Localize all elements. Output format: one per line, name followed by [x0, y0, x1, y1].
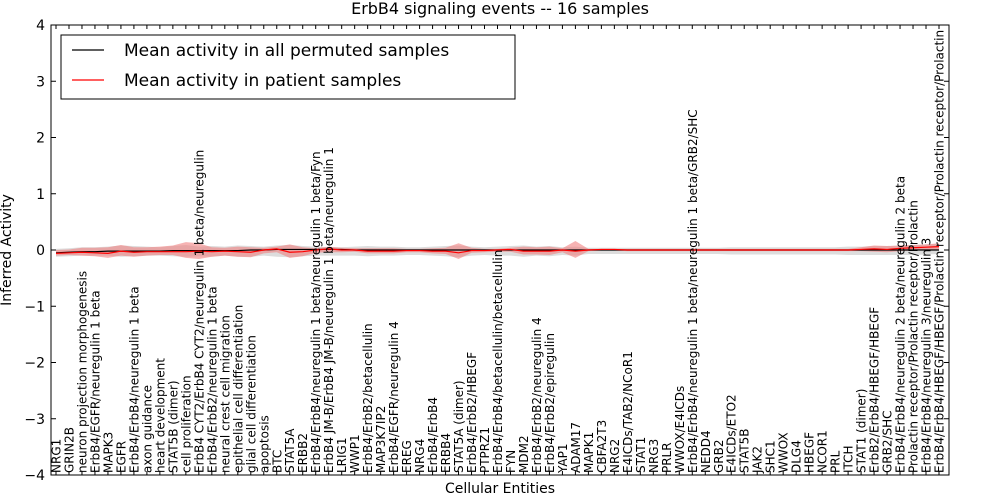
x-tick-label: STAT5A — [283, 428, 297, 473]
x-tick-label: ErbB4/ErbB2/betacellulin — [361, 323, 375, 473]
x-tick-label: ERBB4 — [439, 433, 453, 473]
x-tick-label: ITCH — [842, 445, 856, 473]
x-tick-label: heart development — [153, 358, 167, 473]
x-tick-label: ADAM17 — [569, 422, 583, 473]
x-tick-label: STAT5A (dimer) — [452, 380, 466, 473]
y-axis-label: Inferred Activity — [0, 194, 15, 306]
x-tick-label: NRG1 — [50, 439, 64, 473]
x-tick-label: EGFR — [114, 441, 128, 473]
y-ticks: 4 3 2 1 0 −1 −2 −3 −4 — [24, 18, 949, 484]
y-tick-label: 2 — [36, 131, 45, 147]
x-tick-label: DLG4 — [790, 440, 804, 473]
x-tick-label: YAP1 — [556, 444, 570, 474]
x-tick-label: ErbB4/ErbB4/neuregulin 1 beta — [127, 286, 141, 473]
x-tick-label: ErbB4/ErbB4/betacellulin/betacellulin — [491, 250, 505, 473]
x-tick-label: neural crest cell migration — [218, 315, 232, 473]
y-tick-label: 1 — [36, 187, 45, 203]
x-tick-label: LRIG1 — [335, 438, 349, 474]
y-tick-label: −4 — [24, 468, 45, 484]
x-tick-label: GRB2 — [712, 439, 726, 473]
x-tick-label: JAK2 — [751, 446, 765, 474]
x-tick-label: SHC1 — [764, 440, 778, 473]
x-tick-label: FYN — [504, 450, 518, 473]
x-tick-label: axon guidance — [140, 385, 154, 473]
y-tick-label: −1 — [24, 299, 45, 315]
x-tick-label: ErbB4/ErbB4/HBEGF/HBEGF/Prolactin recept… — [933, 30, 947, 473]
x-tick-label: STAT1 (dimer) — [855, 389, 869, 473]
x-tick-label: ErbB4/EGFR/neuregulin 1 beta — [88, 290, 102, 473]
x-tick-label: STAT1 — [634, 437, 648, 473]
legend-label-patient: Mean activity in patient samples — [124, 71, 401, 91]
x-tick-label: NCOR1 — [816, 430, 830, 473]
x-tick-label: ErbB4/ErbB4 — [426, 397, 440, 473]
x-tick-label: cell proliferation — [179, 375, 193, 473]
x-tick-label: STAT5B — [738, 428, 752, 473]
x-tick-label: CBFA2T3 — [595, 420, 609, 473]
x-tick-label: ErbB2/ErbB4/HBEGF/HBEGF — [868, 307, 882, 473]
x-tick-label: EREG — [400, 440, 414, 473]
series-lines — [55, 246, 940, 254]
x-tick-label: glial cell differentiation — [244, 335, 258, 473]
x-tick-label: HBEGF — [803, 432, 817, 473]
x-tick-label: neuron projection morphogenesis — [75, 271, 89, 473]
x-tick-label: ErbB4/ErbB4/neuregulin 1 beta/neuregulin… — [686, 109, 700, 473]
x-tick-label: PRLR — [660, 442, 674, 473]
legend-box — [60, 34, 516, 100]
x-tick-label: WWOX/E4ICDs — [673, 386, 687, 473]
x-tick-label: ErbB4 JM-B/ErbB4 JM-B/neuregulin 1 beta/… — [322, 147, 336, 473]
x-tick-label: epithelial cell differentiation — [231, 305, 245, 473]
patient-mean-line — [55, 246, 940, 254]
x-tick-label: Prolactin receptor/Prolactin receptor/Pr… — [907, 200, 921, 473]
x-tick-label: MAPK3 — [101, 432, 115, 473]
y-tick-label: −3 — [24, 412, 45, 428]
x-tick-label: WWP1 — [348, 434, 362, 473]
x-tick-label: STAT5B (dimer) — [166, 380, 180, 473]
x-tick-label: ErbB4/ErbB4/neuregulin 1 beta/neuregulin… — [309, 151, 323, 473]
x-tick-label: ErbB4/ErbB2/neuregulin 1 beta — [205, 286, 219, 473]
x-tick-label: PTPRZ1 — [478, 427, 492, 473]
x-tick-label: ErbB4/ErbB2/HBEGF — [465, 352, 479, 473]
x-tick-label: NEDD4 — [699, 430, 713, 473]
x-tick-label: NRG2 — [608, 439, 622, 473]
x-tick-label: MAP3K7IP2 — [374, 406, 388, 473]
x-tick-label: ErbB4/EGFR/neuregulin 4 — [387, 321, 401, 473]
x-tick-label: apoptosis — [257, 415, 271, 473]
y-tick-label: 3 — [36, 74, 45, 90]
x-tick-label: ERBB2 — [296, 433, 310, 473]
y-tick-label: 0 — [36, 243, 45, 259]
x-tick-label: GRB2/SHC — [881, 410, 895, 473]
y-tick-label: 4 — [36, 18, 45, 34]
x-tick-label: MAPK1 — [582, 432, 596, 473]
x-tick-label: ErbB4/ErbB2/neuregulin 4 — [530, 317, 544, 473]
x-tick-label: WWOX — [777, 432, 791, 473]
y-tick-label: −2 — [24, 356, 45, 372]
chart-title: ErbB4 signaling events -- 16 samples — [351, 0, 649, 18]
legend-label-permuted: Mean activity in all permuted samples — [124, 41, 449, 61]
x-tick-label: PRL — [829, 450, 843, 473]
x-tick-label: NRG3 — [647, 439, 661, 473]
x-tick-label: E4ICDs/TAB2/NCoR1 — [621, 351, 635, 473]
x-axis-label: Cellular Entities — [445, 481, 555, 497]
x-tick-label: ErbB4/ErbB4/neuregulin 3/neuregulin 3 — [920, 238, 934, 473]
x-tick-label: E4ICDs/ETO2 — [725, 394, 739, 473]
x-tick-label: GRIN2B — [62, 427, 76, 473]
x-tick-label: ErbB4/ErbB2/epiregulin — [543, 333, 557, 473]
x-tick-label: BTC — [270, 450, 284, 473]
x-tick-label: ErbB4 CYT2/ErbB4 CYT2/neuregulin 1 beta/… — [192, 150, 206, 473]
x-tick-label: ErbB4/ErbB4/neuregulin 2 beta/neuregulin… — [894, 176, 908, 473]
x-tick-label: NRG4 — [413, 439, 427, 473]
x-tick-label: MDM2 — [517, 435, 531, 473]
legend: Mean activity in all permuted samples Me… — [60, 34, 516, 100]
